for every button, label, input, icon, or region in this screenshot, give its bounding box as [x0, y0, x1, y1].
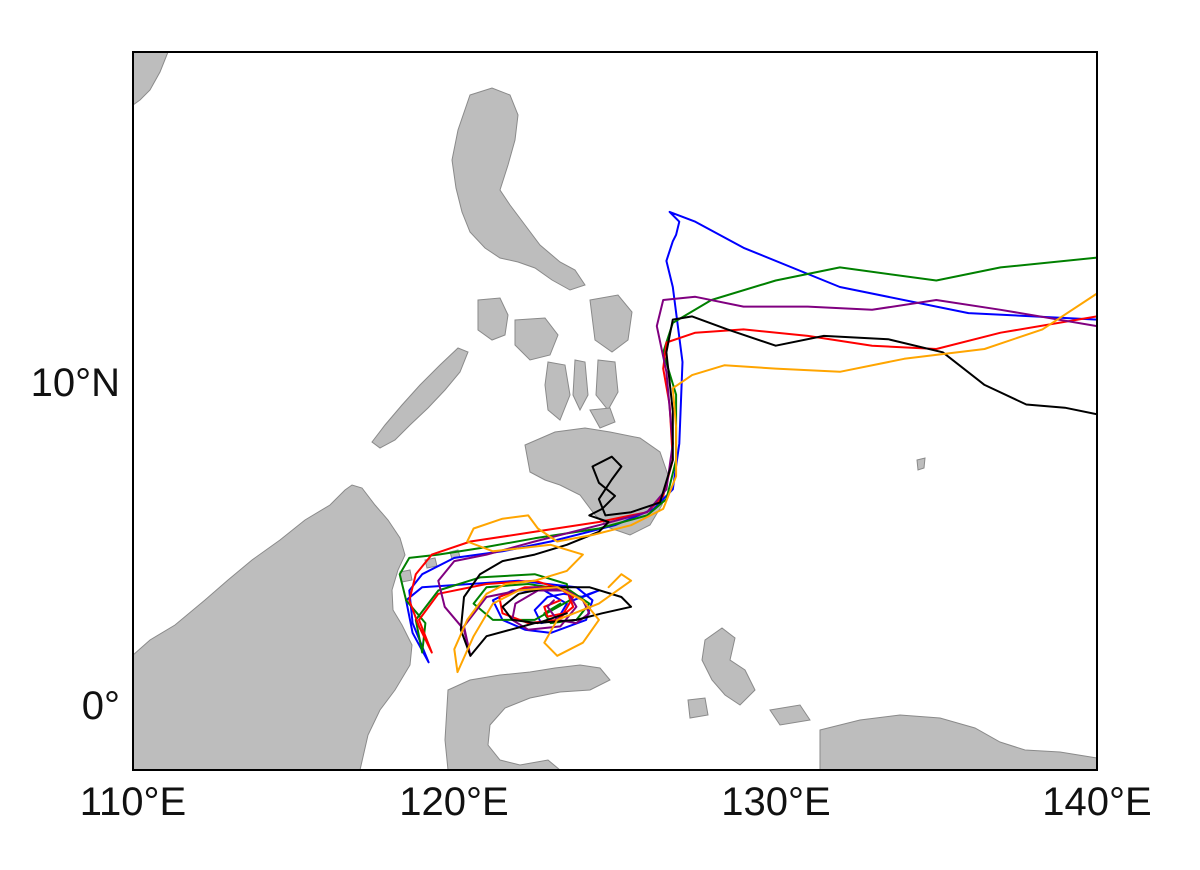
mindoro-island: [477, 297, 509, 341]
land-layer: [133, 52, 1097, 770]
pacific-islet: [916, 457, 926, 471]
latitude-axis: 10°N 0°: [31, 361, 120, 728]
bohol-island: [589, 407, 616, 429]
lon-tick-label-110: 110°E: [80, 780, 186, 824]
mindanao-island: [524, 427, 669, 536]
samar-island: [589, 294, 633, 353]
northwest-landmass: [133, 52, 169, 106]
borneo-landmass: [133, 484, 413, 770]
leyte-island: [595, 359, 619, 411]
trajectory-line-5: [459, 315, 1097, 657]
maluku-island-1: [687, 697, 709, 719]
negros-island: [544, 361, 571, 421]
lat-tick-label-0: 0°: [82, 684, 120, 728]
lon-tick-label-120: 120°E: [399, 780, 508, 824]
new-guinea-landmass: [819, 714, 1097, 770]
palawan-island: [371, 347, 469, 449]
sulawesi-island: [444, 664, 611, 770]
trajectory-lines: [398, 210, 1097, 674]
luzon-island: [451, 87, 586, 291]
halmahera-island: [701, 627, 756, 706]
lat-tick-label-10n: 10°N: [31, 361, 120, 405]
map-frame: [132, 51, 1098, 771]
trajectory-line-6: [453, 292, 1097, 674]
lon-tick-label-140: 140°E: [1042, 780, 1151, 824]
panay-island: [514, 317, 559, 361]
lon-tick-label-130: 130°E: [721, 780, 830, 824]
longitude-axis: 110°E 120°E 130°E 140°E: [80, 780, 1152, 824]
trajectory-line-3: [408, 315, 1097, 654]
maluku-island-2: [769, 704, 811, 726]
cebu-island: [572, 359, 589, 412]
